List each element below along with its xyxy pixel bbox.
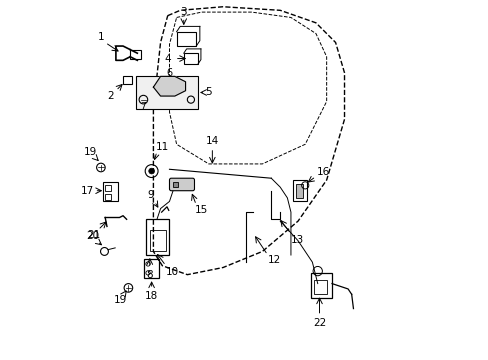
Bar (103, 182, 118, 202)
Bar (135, 76, 198, 109)
Text: 16: 16 (316, 167, 329, 177)
Bar (123, 76, 132, 84)
Text: 11: 11 (155, 142, 169, 152)
Bar (105, 185, 110, 191)
Text: 20: 20 (86, 231, 99, 242)
Bar (176, 32, 196, 46)
Bar (313, 280, 326, 294)
Text: 10: 10 (165, 267, 178, 277)
Text: 22: 22 (312, 318, 325, 328)
Text: 15: 15 (195, 204, 208, 215)
Text: 21: 21 (87, 230, 100, 240)
Bar (146, 219, 169, 255)
Bar (173, 182, 178, 187)
Text: 8: 8 (146, 270, 153, 280)
Text: 5: 5 (205, 87, 212, 98)
Bar (296, 184, 303, 198)
Text: 6: 6 (166, 68, 172, 78)
Text: 9: 9 (147, 190, 154, 201)
Text: 18: 18 (145, 291, 158, 301)
Text: 1: 1 (98, 32, 105, 42)
Bar (105, 194, 110, 200)
Bar (149, 230, 165, 251)
Polygon shape (153, 76, 185, 96)
Bar (130, 50, 141, 59)
Text: 4: 4 (164, 54, 171, 64)
Text: 17: 17 (81, 186, 94, 196)
Bar (183, 53, 198, 64)
Text: 19: 19 (83, 148, 97, 157)
Text: 13: 13 (290, 235, 304, 245)
Text: 14: 14 (205, 136, 219, 147)
Text: 19: 19 (113, 296, 126, 305)
Text: 2: 2 (107, 91, 114, 101)
Circle shape (148, 168, 154, 174)
Bar (310, 273, 331, 298)
Text: 7: 7 (140, 102, 146, 111)
Text: 3: 3 (180, 7, 187, 17)
Bar (144, 258, 159, 278)
Text: 12: 12 (267, 255, 280, 265)
FancyBboxPatch shape (169, 178, 194, 191)
Bar (292, 180, 306, 202)
